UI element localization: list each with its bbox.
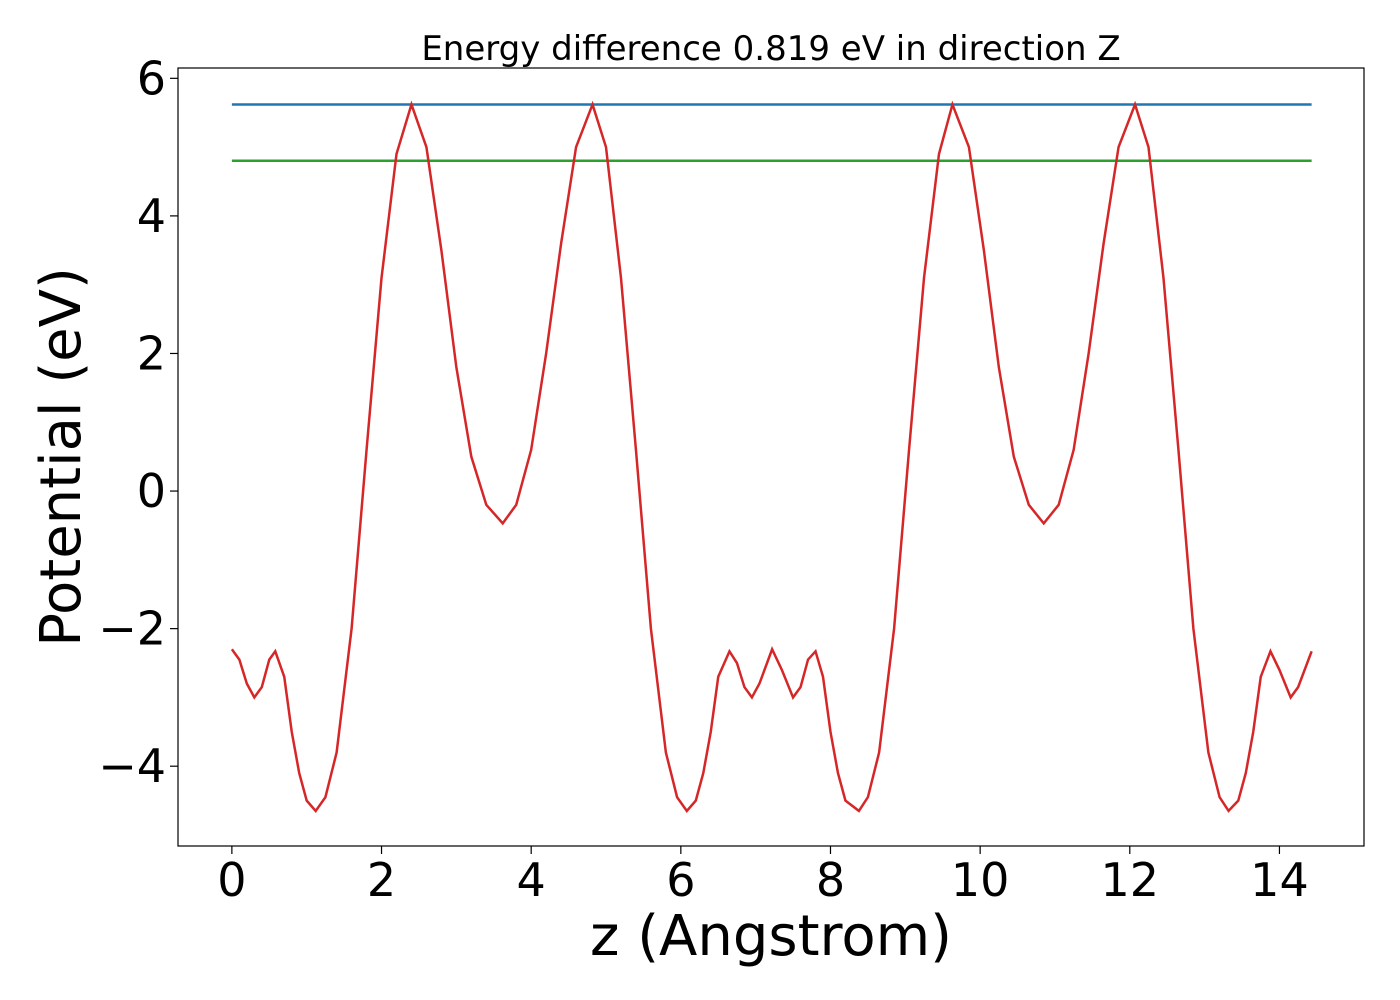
- x-tick-label: 6: [666, 853, 695, 907]
- x-tick-label: 10: [951, 853, 1010, 907]
- x-tick-label: 4: [517, 853, 546, 907]
- x-axis-label: z (Angstrom): [590, 904, 952, 969]
- y-tick-label: 0: [137, 464, 166, 518]
- y-axis-label: Potential (eV): [29, 267, 94, 647]
- x-tick-label: 8: [816, 853, 845, 907]
- y-tick-label: 2: [137, 326, 166, 380]
- y-tick-label: −2: [98, 602, 166, 656]
- y-tick-label: 6: [137, 51, 166, 105]
- y-tick-label: 4: [137, 189, 166, 243]
- x-tick-label: 0: [217, 853, 246, 907]
- chart-title: Energy difference 0.819 eV in direction …: [421, 29, 1120, 69]
- plot-frame: [177, 67, 1365, 847]
- line-series: [230, 100, 1313, 813]
- x-tick-label: 12: [1101, 853, 1160, 907]
- x-tick-label: 14: [1250, 853, 1309, 907]
- x-tick-label: 2: [367, 853, 396, 907]
- y-tick-label: −4: [98, 739, 166, 793]
